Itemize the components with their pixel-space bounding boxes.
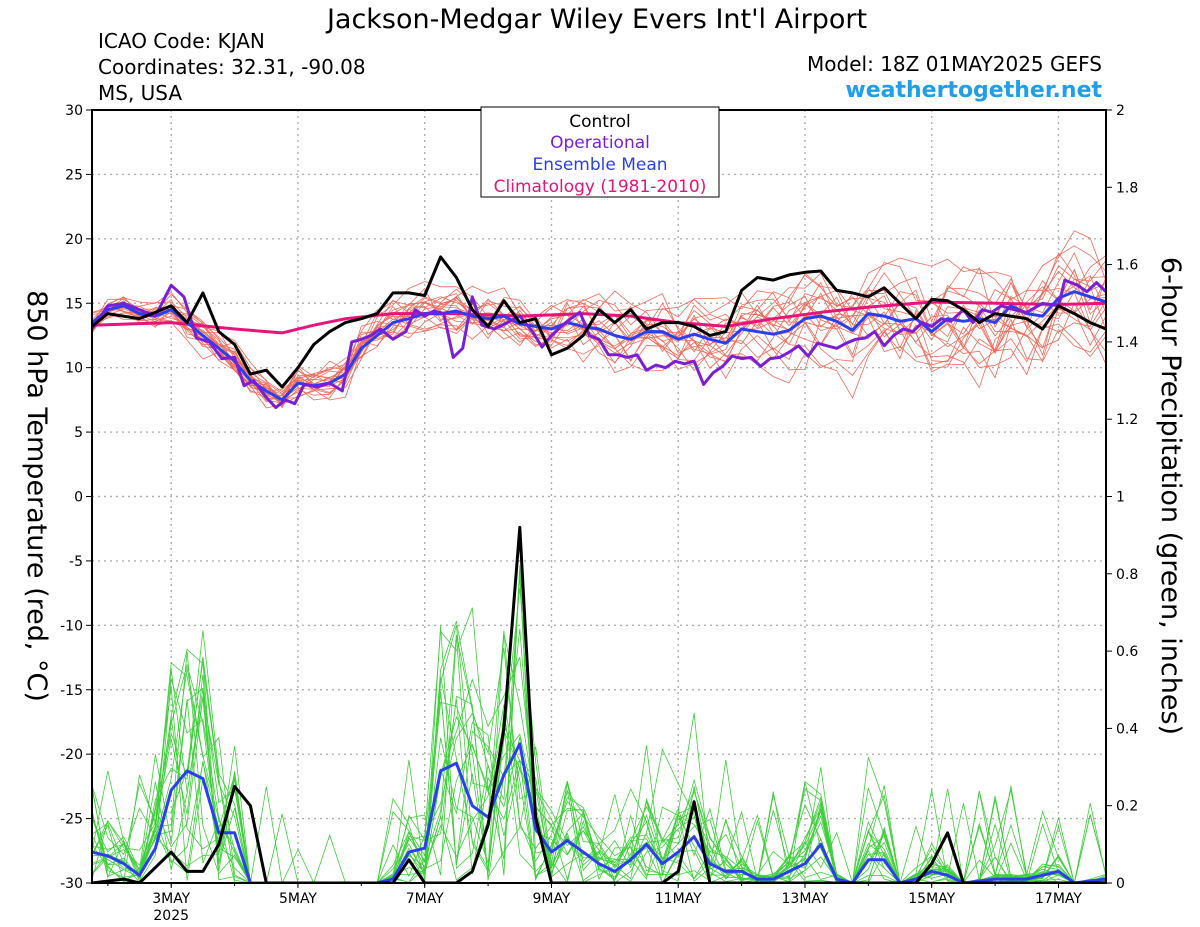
legend-operational: Operational: [550, 133, 650, 153]
precip-member-line: [92, 565, 1106, 883]
y2-tick-label: 1.4: [1116, 335, 1138, 351]
y-tick-label: -5: [69, 554, 83, 570]
y2-tick-label: 0.6: [1116, 644, 1138, 660]
temp-member-line: [92, 289, 1106, 394]
y2-tick-label: 0: [1116, 876, 1125, 892]
y2-tick-label: 2: [1116, 103, 1125, 119]
y-tick-label: -30: [60, 876, 83, 892]
icao-code: ICAO Code: KJAN: [98, 29, 265, 53]
x-tick-label: 17MAY: [1035, 891, 1082, 907]
y2-tick-label: 1.6: [1116, 258, 1138, 274]
y2-tick-label: 0.2: [1116, 799, 1138, 815]
series-lines: [92, 255, 1106, 883]
legend-climatology: Climatology (1981-2010): [494, 177, 707, 197]
x-tick-label: 5MAY: [279, 891, 317, 907]
grid-lines: [92, 110, 1106, 883]
precip-member-line: [92, 690, 1106, 883]
y-tick-label: 10: [65, 361, 83, 377]
y-tick-label: -15: [60, 683, 83, 699]
coordinates: Coordinates: 32.31, -90.08: [98, 55, 366, 79]
legend: Control Operational Ensemble Mean Climat…: [480, 106, 720, 198]
plot-frame: [91, 109, 1107, 884]
y-tick-label: 30: [65, 103, 83, 119]
y2-tick-label: 1: [1116, 490, 1125, 506]
x-tick-label: 15MAY: [908, 891, 955, 907]
y-tick-label: -25: [60, 812, 83, 828]
y2-axis-label: 6-hour Precipitation (green, inches): [1155, 257, 1186, 735]
temp-member-line: [92, 252, 1106, 401]
y-tick-label: 25: [65, 167, 83, 183]
y2-tick-label: 1.8: [1116, 180, 1138, 196]
precip-member-lines: [92, 565, 1106, 883]
precip-member-line: [92, 588, 1106, 883]
precip-member-line: [92, 657, 1106, 883]
y-tick-label: 15: [65, 296, 83, 312]
temp-member-line: [92, 276, 1106, 400]
y-tick-label: -20: [60, 747, 83, 763]
precip-member-line: [92, 678, 1106, 883]
legend-ensemble-mean: Ensemble Mean: [532, 155, 667, 175]
model-run: Model: 18Z 01MAY2025 GEFS: [807, 52, 1102, 76]
precip-member-line: [92, 576, 1106, 883]
precip-member-line: [92, 630, 1106, 883]
temp-member-line: [92, 293, 1106, 407]
y2-tick-label: 1.2: [1116, 412, 1138, 428]
y-tick-label: 0: [74, 490, 83, 506]
precip-member-line: [92, 628, 1106, 883]
y2-tick-label: 0.8: [1116, 567, 1138, 583]
y-tick-label: 5: [74, 425, 83, 441]
temp-mean-line: [92, 290, 1106, 402]
legend-box: [480, 106, 720, 198]
precip-member-line: [92, 661, 1106, 883]
x-tick-label: 11MAY: [655, 891, 702, 907]
chart-title: Jackson-Medgar Wiley Evers Int'l Airport: [325, 4, 867, 35]
x-tick-label: 7MAY: [406, 891, 444, 907]
axes: 302520151050-5-10-15-20-25-3021.81.61.41…: [60, 103, 1138, 924]
y-tick-label: 20: [65, 232, 83, 248]
y2-tick-label: 0.4: [1116, 721, 1138, 737]
legend-control: Control: [569, 112, 630, 132]
precip-control-line: [92, 525, 1106, 883]
temp-control-line: [92, 255, 1106, 389]
region: MS, USA: [98, 81, 182, 105]
x-tick-year: 2025: [153, 908, 189, 924]
y-axis-label: 850 hPa Temperature (red, °C): [21, 290, 52, 702]
site-name[interactable]: weathertogether.net: [845, 78, 1102, 103]
precip-member-line: [92, 621, 1106, 883]
x-tick-label: 9MAY: [532, 891, 570, 907]
x-tick-label: 13MAY: [782, 891, 829, 907]
precip-member-line: [92, 696, 1106, 883]
temp-member-line: [92, 251, 1106, 409]
temp-operational-line: [92, 278, 1106, 410]
precip-mean-line: [92, 742, 1106, 883]
y-tick-label: -10: [60, 618, 83, 634]
x-tick-label: 3MAY: [152, 891, 190, 907]
